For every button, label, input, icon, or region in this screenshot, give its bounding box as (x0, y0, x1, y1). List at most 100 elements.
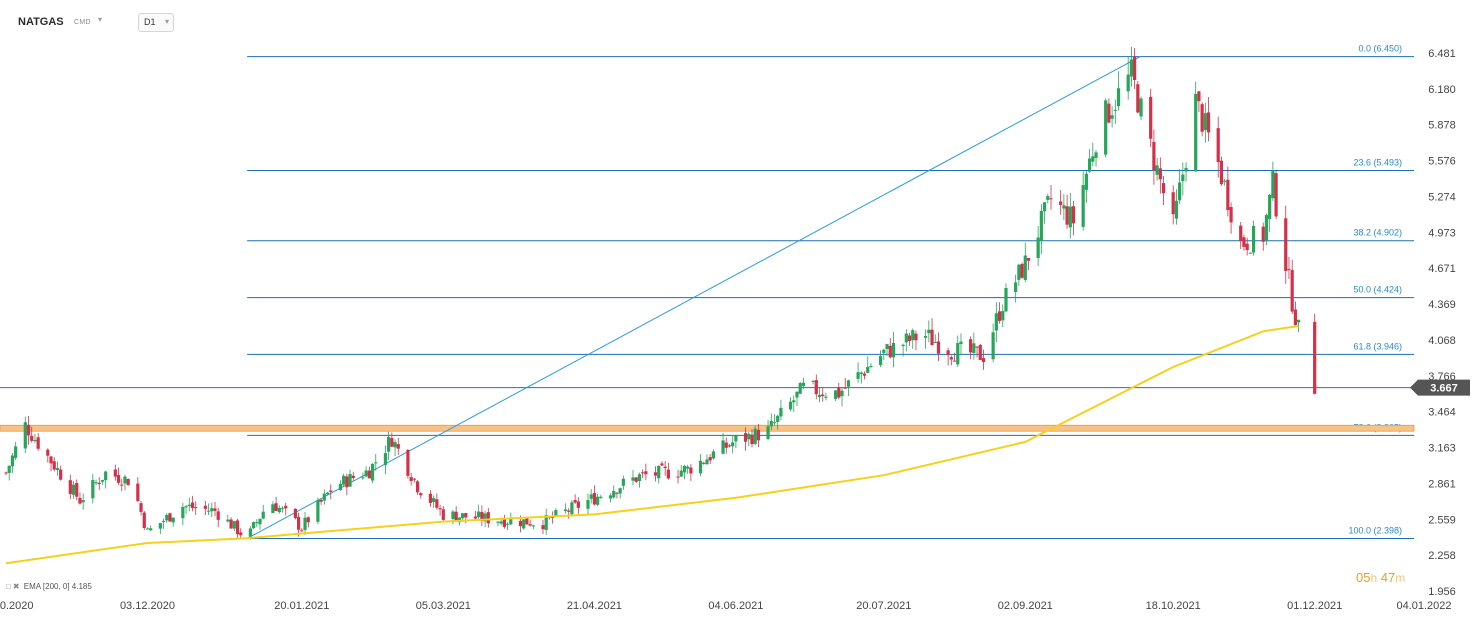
chevron-down-icon[interactable]: ▾ (98, 15, 103, 24)
candle-down (428, 493, 433, 503)
candle-up (7, 465, 11, 473)
candle-up (1023, 255, 1027, 280)
candle-up (1046, 196, 1050, 200)
candle-up (499, 521, 503, 524)
candle-up (1139, 98, 1143, 117)
candle-up (432, 498, 436, 503)
candle-down (930, 329, 934, 346)
candle-down (528, 524, 532, 526)
candle-down (1216, 128, 1220, 163)
candle-up (570, 502, 574, 515)
candle-up (747, 433, 751, 440)
symbol-label[interactable]: NATGAS (18, 16, 64, 28)
candle-down (518, 520, 523, 527)
candle-up (1268, 194, 1272, 219)
candle-down (743, 433, 748, 442)
candle-up (589, 494, 593, 499)
candle-down (464, 512, 468, 518)
candle-up (618, 488, 622, 494)
candle-up (1039, 210, 1043, 242)
candle-up (840, 390, 844, 397)
candle-down (576, 501, 580, 508)
price-tick-label: 2.258 (1428, 550, 1456, 562)
date-tick-label: 20.07.2021 (856, 600, 911, 612)
candle-up (1264, 215, 1269, 241)
eye-icon[interactable]: □ (6, 582, 11, 591)
candle-down (126, 478, 130, 486)
candle-up (769, 420, 773, 427)
ema-line (5, 325, 1299, 565)
candle-down (821, 394, 825, 397)
candle-down (666, 469, 670, 479)
candle-down (1158, 168, 1162, 180)
price-tick-label: 2.861 (1428, 478, 1456, 490)
candle-down (750, 434, 754, 445)
candle-down (676, 476, 680, 478)
candle-down (120, 484, 124, 486)
candle-up (959, 341, 963, 345)
candle-countdown: 05h 47m (1356, 570, 1405, 585)
candle-down (1206, 112, 1211, 133)
price-tick-label: 5.274 (1428, 192, 1456, 204)
price-tick-label: 6.180 (1428, 84, 1456, 96)
candle-up (370, 463, 375, 481)
candle-down (663, 466, 667, 469)
candle-up (1068, 206, 1072, 228)
candle-down (653, 472, 658, 476)
candle-down (30, 435, 34, 441)
close-icon[interactable]: ✖ (12, 582, 20, 591)
candle-down (1239, 225, 1243, 241)
candle-down (367, 470, 371, 479)
current-price-tag: 3.667 (1410, 379, 1470, 396)
candle-up (801, 382, 806, 387)
candle-up (731, 442, 735, 447)
candle-down (975, 346, 979, 348)
fib-level-label: 61.8 (3.946) (1353, 341, 1402, 351)
candle-down (390, 438, 394, 447)
date-tick-label: 05.03.2021 (416, 600, 471, 612)
trendline (246, 56, 1141, 539)
candle-up (927, 329, 931, 334)
candle-up (477, 511, 481, 518)
candle-down (26, 424, 31, 436)
candle-up (226, 519, 230, 522)
candle-down (1049, 198, 1053, 200)
candle-down (1107, 103, 1111, 123)
candle-up (322, 493, 326, 501)
price-tag-box (1410, 379, 1470, 396)
candle-up (71, 484, 76, 495)
candle-down (1133, 56, 1137, 80)
candle-up (55, 468, 60, 471)
candle-down (4, 472, 8, 474)
candle-up (885, 344, 889, 349)
timeframe-select[interactable]: D1 ▾ (138, 13, 174, 32)
timer-hours: 05 (1356, 570, 1371, 585)
candle-down (1229, 206, 1233, 223)
candle-up (149, 528, 153, 531)
candle-up (261, 511, 265, 519)
candle-up (91, 480, 95, 499)
candle-up (181, 506, 185, 519)
candle-up (158, 523, 162, 529)
candle-up (878, 356, 883, 365)
timer-m-unit: m (1395, 571, 1406, 585)
candle-up (522, 519, 526, 529)
candle-down (949, 357, 953, 360)
candle-down (419, 493, 423, 496)
candle-down (1149, 96, 1153, 139)
candle-up (811, 380, 815, 382)
candle-down (1287, 268, 1291, 270)
candle-up (596, 496, 600, 505)
fibonacci-levels: 0.0 (6.450) 23.6 (5.493) 38.2 (4.902) 50.0 … (247, 44, 1414, 539)
candle-up (608, 495, 613, 499)
candle-up (1181, 174, 1185, 182)
candle-down (68, 480, 72, 494)
candle-up (904, 333, 908, 343)
candle-up (657, 465, 661, 479)
candle-up (911, 330, 915, 341)
candle-down (203, 505, 207, 509)
candle-down (502, 519, 506, 527)
candle-down (329, 490, 333, 492)
candle-down (1293, 309, 1297, 326)
